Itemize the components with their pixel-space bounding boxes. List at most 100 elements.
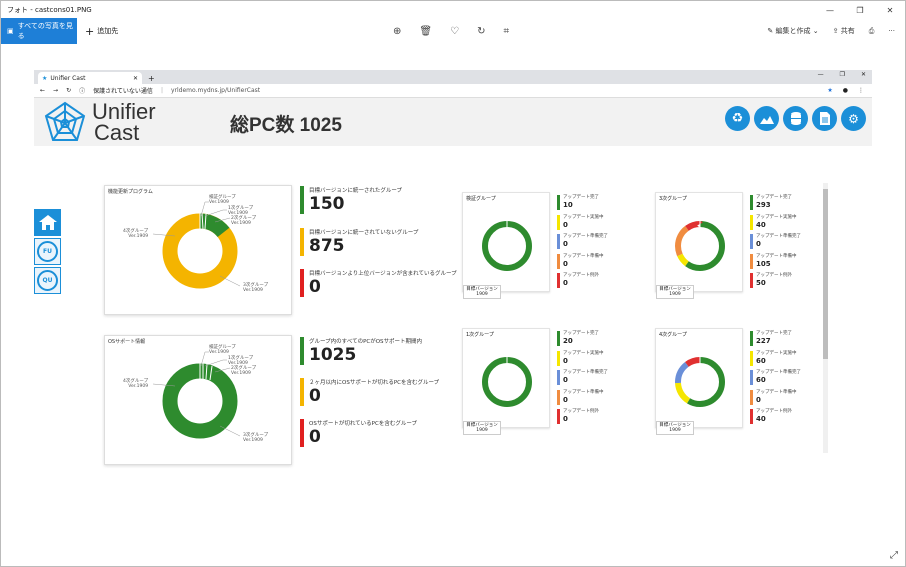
chart-button[interactable] — [754, 106, 779, 131]
target-version-label: 目標バージョン — [466, 423, 498, 428]
scrollbar-thumb[interactable] — [823, 189, 828, 359]
qu-button[interactable]: QU — [34, 267, 61, 294]
bookmark-star-icon[interactable]: ★ — [827, 87, 833, 94]
os-stat-supported-title: グループ内のすべてのPCがOSサポート期間内 — [309, 339, 423, 345]
status-label: アップデート例外 — [563, 409, 599, 414]
menu-icon[interactable]: ⋮ — [858, 87, 864, 94]
fullscreen-icon[interactable]: ⤢ — [890, 550, 898, 561]
gears-icon: ⚙ — [848, 111, 859, 126]
status-value: 60 — [756, 356, 766, 365]
favorite-icon[interactable]: ♡ — [450, 25, 460, 37]
os-stat-expired: OSサポートが切れているPCを含むグループ 0 — [300, 419, 417, 447]
photos-toolbar: ▣ すべての写真を見る + 追加先 ⊕ 🗑 ♡ ↻ ⌗ ✎ 編集と作成 ⌄ ⇪ … — [0, 18, 906, 44]
os-stat-expiring-value: 0 — [309, 386, 321, 406]
add-to-button[interactable]: + 追加先 — [85, 25, 118, 38]
status-value: 20 — [563, 337, 573, 345]
all-photos-button[interactable]: ▣ すべての写真を見る — [1, 18, 77, 44]
share-label: 共有 — [840, 27, 855, 35]
url-field[interactable]: yrldemo.mydns.jp/UnifierCast — [170, 87, 261, 94]
document-icon — [819, 112, 830, 125]
status-label: アップデート完了 — [563, 331, 599, 336]
status-value: 293 — [756, 201, 771, 209]
status-label: アップデート完了 — [563, 195, 599, 200]
feature-leader-lines — [152, 201, 241, 287]
browser-minimize-icon[interactable]: — — [817, 71, 824, 78]
status-complete: アップデート完了 293 — [750, 195, 792, 210]
browser-tab[interactable]: ★ Unifier Cast ✕ — [38, 72, 142, 84]
forward-icon[interactable]: → — [53, 87, 59, 94]
os-g1-name: 1次グループ — [228, 356, 254, 361]
feature-stat-not-unified-value: 875 — [309, 236, 345, 256]
zoom-icon[interactable]: ⊕ — [393, 25, 402, 37]
browser-tab-title: Unifier Cast — [50, 74, 86, 82]
status-exception: アップデート例外 50 — [750, 273, 792, 288]
minimize-icon[interactable]: — — [826, 5, 834, 15]
qu-label: QU — [42, 277, 53, 284]
target-version-value: 1909 — [476, 428, 488, 433]
donut-segment-preparing — [675, 221, 725, 271]
new-tab-icon[interactable]: + — [148, 74, 155, 83]
address-bar: ← → ↻ ⓘ 保護されていない通信 | yrldemo.mydns.jp/Un… — [34, 84, 872, 98]
document-button[interactable] — [812, 106, 837, 131]
home-button[interactable] — [34, 209, 61, 236]
status-label: アップデート例外 — [563, 273, 599, 278]
feature-g3-ver: Ver.1909 — [243, 288, 263, 293]
group-panel[interactable]: 4次グループ 目標バージョン 1909 — [655, 328, 743, 435]
feature-stat-higher-title: 目標バージョンより上位バージョンが含まれているグループ — [309, 271, 457, 277]
status-value: 40 — [756, 415, 766, 423]
feature-stat-not-unified-title: 目標バージョンに統一されていないグループ — [309, 230, 419, 236]
profile-icon[interactable]: ● — [842, 87, 848, 94]
group-panel[interactable]: 1次グループ 目標バージョン 1909 — [462, 328, 550, 435]
status-ready: アップデート準備完了 0 — [750, 234, 801, 249]
donut-segment-ready — [675, 357, 725, 407]
feature-update-panel: 機能更新プログラム 検証グループ Ver.1909 1次グループ Ver.1909 … — [104, 185, 292, 315]
group-panel[interactable]: 3次グループ 目標バージョン 1909 — [655, 192, 743, 299]
logo-text-line1: Unifier — [92, 99, 156, 124]
os-g4-ver: Ver.1909 — [128, 384, 149, 389]
database-button[interactable] — [783, 106, 808, 131]
settings-button[interactable]: ⚙ — [841, 106, 866, 131]
feature-g1-name: 1次グループ — [228, 206, 254, 211]
feature-g4-ver: Ver.1909 — [128, 234, 149, 239]
status-running: アップデート実施中 40 — [750, 214, 797, 230]
more-icon[interactable]: ··· — [888, 27, 895, 35]
group-panel[interactable]: 検証グループ 目標バージョン 1909 — [462, 192, 550, 299]
os-label-g3: 3次グループ Ver.1909 — [243, 433, 268, 443]
os-g1-ver: Ver.1909 — [228, 361, 248, 366]
feature-label-g3: 3次グループ Ver.1909 — [243, 283, 268, 293]
close-icon[interactable]: ✕ — [886, 5, 894, 15]
photo-icon: ▣ — [7, 27, 14, 35]
browser-close-icon[interactable]: ✕ — [860, 71, 866, 78]
os-stat-supported: グループ内のすべてのPCがOSサポート期間内 1025 — [300, 337, 422, 365]
recycle-icon: ♻ — [731, 111, 744, 126]
feature-label-g4: 4次グループ Ver.1909 — [123, 229, 148, 239]
os-stat-expiring-title: ２ヶ月以内にOSサポートが切れるPCを含むグループ — [309, 380, 440, 386]
maximize-icon[interactable]: ❐ — [856, 5, 864, 15]
feature-stat-unified-title: 目標バージョンに統一されたグループ — [309, 188, 403, 194]
edit-create-button[interactable]: ✎ 編集と作成 ⌄ — [767, 27, 819, 35]
group-title: 検証グループ — [466, 196, 496, 202]
status-label: アップデート準備中 — [563, 389, 604, 395]
delete-icon[interactable]: 🗑 — [419, 25, 433, 37]
target-version-label: 目標バージョン — [466, 287, 498, 292]
status-label: アップデート実施中 — [563, 214, 604, 220]
feature-stat-unified: 目標バージョンに統一されたグループ 150 — [300, 186, 402, 214]
recycle-button[interactable]: ♻ — [725, 106, 750, 131]
reload-icon[interactable]: ↻ — [66, 87, 72, 94]
print-icon[interactable]: ⎙ — [868, 26, 875, 35]
group-donut — [675, 221, 725, 271]
scrollbar[interactable] — [823, 183, 828, 453]
status-label: アップデート準備中 — [756, 253, 797, 259]
browser-maximize-icon[interactable]: ❐ — [839, 71, 845, 78]
status-value: 0 — [563, 240, 568, 248]
os-g3-ver: Ver.1909 — [243, 438, 263, 443]
rotate-icon[interactable]: ↻ — [477, 25, 486, 37]
os-verify-name: 検証グループ — [209, 345, 236, 350]
close-tab-icon[interactable]: ✕ — [132, 74, 138, 82]
crop-icon[interactable]: ⌗ — [503, 25, 510, 37]
fu-button[interactable]: FU — [34, 238, 61, 265]
back-icon[interactable]: ← — [40, 87, 46, 94]
status-value: 0 — [756, 240, 761, 248]
feature-g3-name: 3次グループ — [243, 283, 269, 288]
share-button[interactable]: ⇪ 共有 — [832, 27, 855, 35]
